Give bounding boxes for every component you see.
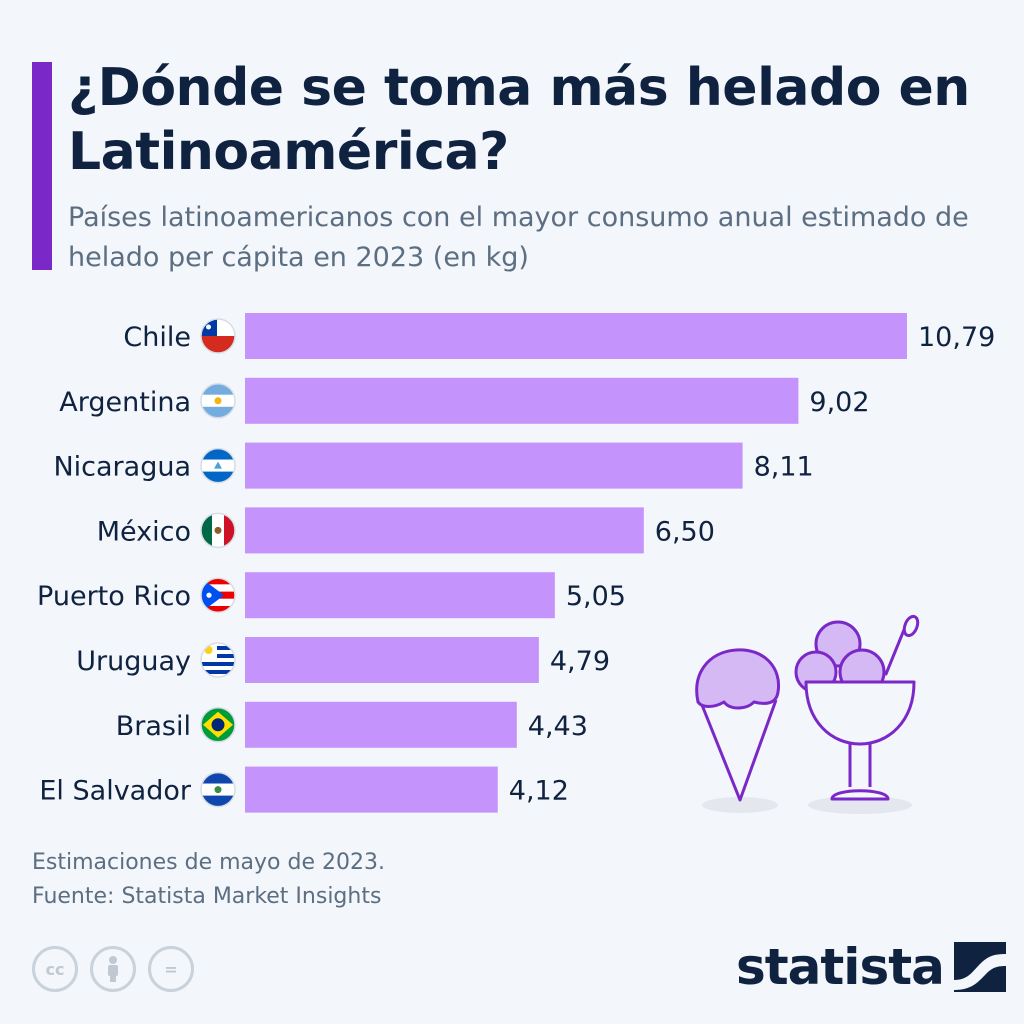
footnote-source: Fuente: Statista Market Insights [32, 884, 382, 909]
footnote: Estimaciones de mayo de 2023. Fuente: St… [32, 846, 385, 914]
brazil-flag-icon [200, 707, 236, 743]
puerto-rico-flag-icon [200, 577, 236, 613]
value-label: 6,50 [655, 516, 715, 547]
no-derivatives-icon[interactable]: = [148, 946, 194, 992]
cc-icon[interactable]: cc [32, 946, 78, 992]
bar [245, 637, 539, 683]
category-label: Chile [123, 322, 191, 353]
bar [245, 766, 498, 813]
bar-chart: Chile 10,79 Argentina 9,02 Nicaragua 8,11 Méxi… [37, 313, 995, 813]
statista-logo-icon [953, 942, 1006, 992]
chart-subtitle: Países latinoamericanos con el mayor con… [68, 202, 969, 273]
el-salvador-flag-icon [200, 771, 236, 808]
category-label: Brasil [116, 711, 191, 742]
value-label: 4,79 [550, 646, 610, 677]
ice-cream-cone-icon [695, 648, 781, 802]
value-label: 10,79 [918, 322, 995, 353]
category-label: México [97, 516, 191, 547]
chart-title: ¿Dónde se toma más helado en Latinoaméri… [68, 58, 970, 182]
bar [245, 442, 743, 489]
argentina-flag-icon [200, 383, 236, 419]
value-label: 5,05 [566, 581, 626, 612]
title-accent-bar [32, 62, 52, 270]
value-label: 4,12 [509, 776, 569, 807]
category-label: Nicaragua [53, 452, 191, 483]
statista-brand[interactable]: statista [736, 938, 1006, 996]
bar [245, 507, 644, 554]
bar [245, 313, 907, 359]
category-label: Argentina [59, 387, 191, 418]
category-label: Uruguay [76, 646, 191, 677]
ice-cream-cup-icon [794, 614, 920, 801]
statista-wordmark: statista [736, 938, 945, 996]
ice-cream-illustration [695, 614, 920, 814]
nicaragua-flag-icon [200, 447, 236, 484]
value-label: 4,43 [528, 711, 588, 742]
bar [245, 377, 799, 424]
category-label: Puerto Rico [37, 581, 191, 612]
chile-flag-icon [200, 318, 236, 354]
value-label: 8,11 [754, 452, 814, 483]
category-label: El Salvador [39, 776, 192, 807]
license-icons: cc = [32, 946, 194, 992]
uruguay-flag-icon [200, 642, 236, 678]
value-label: 9,02 [809, 387, 869, 418]
bar [245, 701, 517, 748]
footnote-note: Estimaciones de mayo de 2023. [32, 850, 385, 875]
mexico-flag-icon [200, 512, 236, 549]
attribution-icon[interactable] [90, 946, 136, 992]
bar [245, 572, 555, 619]
